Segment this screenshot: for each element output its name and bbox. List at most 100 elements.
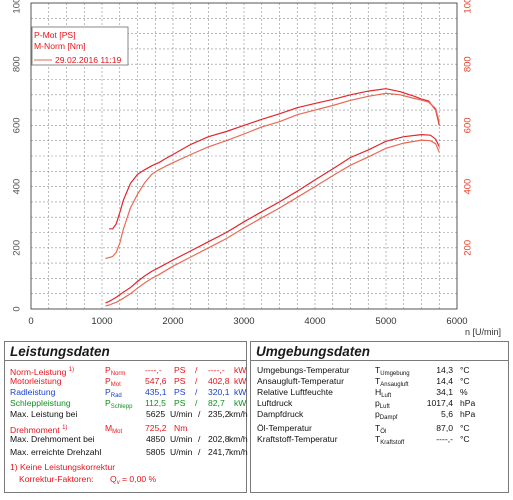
umgebung-row-value: 87,0: [436, 423, 453, 433]
left-axis-tick-label: 200: [12, 240, 23, 256]
schlepp-ps-unit: PS: [174, 398, 186, 408]
x-axis-tick-label: 3000: [233, 316, 254, 327]
leistungsdaten-panel: Leistungsdaten Norm-Leistung 1) PNorm --…: [4, 341, 248, 493]
dreh-label: Drehmoment 1): [10, 424, 68, 435]
series-line: [109, 88, 440, 230]
max-dreh-rpm: 4850: [146, 434, 166, 444]
umgebung-row-symbol: TÖl: [375, 423, 387, 435]
x-axis-tick-label: 1000: [91, 316, 112, 327]
rad-ps: 435,1: [145, 387, 167, 397]
panel-divider: [5, 360, 246, 361]
norm-ps: ----,-: [145, 365, 162, 375]
right-axis-tick-label: 600: [463, 117, 474, 133]
motor-kw-unit: kW: [234, 376, 247, 386]
umgebung-row: Kraftstoff-Temperatur TKraftstoff ----,- °C: [251, 434, 508, 446]
rad-label: Radleistung: [10, 387, 56, 397]
umgebung-row-label: Luftdruck: [257, 398, 293, 408]
umgebung-row-label: Ansaugluft-Temperatur: [257, 376, 344, 386]
umgebung-row-unit: hPa: [460, 409, 476, 419]
series-line: [105, 139, 440, 307]
max-dreh-label: Max. Drehmoment bei: [10, 434, 95, 444]
umgebung-row: Relative Luftfeuchte HLuft 34,1%: [251, 387, 508, 399]
umgebung-row-unit: °C: [460, 434, 470, 444]
right-axis-tick-label: 800: [463, 56, 474, 72]
footnote-2-value: = 0,00 %: [122, 474, 157, 484]
left-axis-ticks: 0 200 400 600 800 1000: [12, 0, 23, 312]
rad-kw: 320,1: [208, 387, 230, 397]
left-axis-tick-label: 0: [12, 306, 23, 311]
dyno-chart: 0 200 400 600 800 1000 200 400 600 800 1000 0 1000…: [12, 0, 502, 337]
left-axis-tick-label: 1000: [12, 0, 23, 14]
schlepp-kw: 82,7: [208, 398, 225, 408]
curves: [105, 88, 440, 307]
motor-kw: 402,8: [208, 376, 230, 386]
umgebung-row-unit: °C: [460, 376, 470, 386]
max-drehzahl-rpm: 5805: [146, 447, 166, 457]
umgebung-row-symbol: TAnsaugluft: [375, 376, 409, 388]
umgebung-row: Ansaugluft-Temperatur TAnsaugluft 14,4 °C: [251, 376, 508, 388]
x-axis-ticks: 0 1000 2000 3000 4000 5000 6000: [28, 316, 467, 327]
dreh-symbol: MMot: [105, 423, 123, 435]
footnote-2-symbol: Qv: [110, 474, 120, 486]
umgebung-row-value: 14,4: [436, 376, 453, 386]
left-axis-tick-label: 400: [12, 179, 23, 195]
umgebung-row: Luftdruck pLuft 1017,4 hPa: [251, 398, 508, 410]
umgebung-row-value: 5,6: [441, 409, 453, 419]
rad-sep: /: [195, 387, 198, 397]
footnote-2-label: Korrektur-Faktoren:: [19, 474, 94, 484]
max-dreh-speed: 202,8: [208, 434, 230, 444]
umgebung-row-unit: %: [460, 387, 468, 397]
umgebung-row-symbol: TKraftstoff: [375, 434, 405, 446]
norm-kw-unit: kW: [234, 365, 247, 375]
umgebung-row-value: 1017,4: [426, 398, 453, 408]
max-drehzahl-speed: 241,7: [208, 447, 230, 457]
max-drehzahl-sep: /: [198, 447, 201, 457]
right-axis-tick-label: 400: [463, 179, 474, 195]
left-axis-tick-label: 800: [12, 56, 23, 72]
norm-kw: ----,-: [208, 365, 225, 375]
umgebung-row-symbol: pLuft: [375, 398, 390, 410]
x-axis-tick-label: 5000: [375, 316, 396, 327]
rad-ps-unit: PS: [174, 387, 186, 397]
umgebung-row: Umgebungs-Temperatur TUmgebung 14,3 °C: [251, 365, 508, 377]
right-axis-ticks: 200 400 600 800 1000: [463, 0, 474, 256]
schlepp-kw-unit: kW: [234, 398, 247, 408]
dreh-value: 725,2: [145, 423, 167, 433]
max-leistung-sep: /: [198, 409, 201, 419]
umgebung-row: Öl-Temperatur TÖl 87,0 °C: [251, 423, 508, 435]
motor-ps-unit: PS: [174, 376, 186, 386]
umgebung-row-value: 14,3: [436, 365, 453, 375]
max-drehzahl-rpm-unit: U/min: [170, 447, 193, 457]
umgebung-row-label: Öl-Temperatur: [257, 423, 312, 433]
max-leistung-rpm: 5625: [146, 409, 166, 419]
umgebungsdaten-title: Umgebungsdaten: [256, 344, 371, 359]
umgebung-row-symbol: HLuft: [375, 387, 392, 399]
max-dreh-rpm-unit: U/min: [170, 434, 193, 444]
norm-label: Norm-Leistung 1): [10, 366, 75, 377]
panel-divider: [251, 360, 508, 361]
umgebung-row-symbol: pDampf: [375, 409, 398, 421]
schlepp-label: Schleppleistung: [10, 398, 71, 408]
max-leistung-rpm-unit: U/min: [170, 409, 193, 419]
x-axis-tick-label: 4000: [304, 316, 325, 327]
rad-symbol: PRad: [105, 387, 122, 399]
right-axis-tick-label: 200: [463, 240, 474, 256]
rad-kw-unit: kW: [234, 387, 247, 397]
motor-ps: 547,6: [145, 376, 167, 386]
legend-entry-power: P-Mot [PS]: [34, 30, 76, 40]
max-leistung-speed-unit: km/h: [229, 409, 248, 419]
umgebung-row: Dampfdruck pDampf 5,6 hPa: [251, 409, 508, 421]
motor-label: Motorleistung: [10, 376, 62, 386]
max-drehzahl-label: Max. erreichte Drehzahl: [10, 447, 102, 457]
max-leistung-speed: 235,2: [208, 409, 230, 419]
motor-symbol: PMot: [105, 376, 121, 388]
umgebung-row-unit: °C: [460, 423, 470, 433]
legend-date: 29.02.2016 11:19: [55, 55, 121, 65]
legend-entry-torque: M-Norm [Nm]: [34, 41, 86, 51]
umgebung-row-label: Kraftstoff-Temperatur: [257, 434, 338, 444]
x-axis-tick-label: 6000: [446, 316, 467, 327]
umgebung-row-label: Dampfdruck: [257, 409, 304, 419]
norm-symbol: PNorm: [105, 365, 126, 377]
schlepp-sep: /: [195, 398, 198, 408]
umgebung-row-value: 34,1: [436, 387, 453, 397]
